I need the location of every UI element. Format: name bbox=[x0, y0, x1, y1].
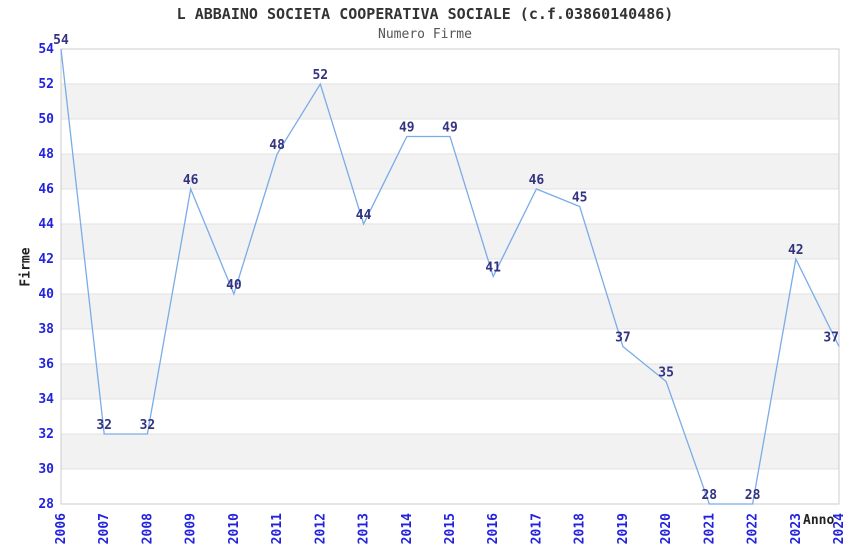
x-axis-title: Anno bbox=[803, 513, 835, 528]
svg-text:32: 32 bbox=[96, 418, 112, 433]
y-axis-title: Firme bbox=[18, 247, 34, 287]
svg-text:30: 30 bbox=[38, 462, 54, 477]
svg-text:40: 40 bbox=[226, 278, 242, 293]
svg-text:28: 28 bbox=[701, 488, 717, 503]
svg-text:2021: 2021 bbox=[702, 513, 717, 544]
svg-text:54: 54 bbox=[53, 33, 69, 48]
svg-text:2019: 2019 bbox=[616, 513, 631, 544]
svg-text:52: 52 bbox=[312, 68, 328, 83]
svg-text:2011: 2011 bbox=[270, 513, 285, 544]
svg-text:49: 49 bbox=[442, 121, 458, 136]
svg-text:2017: 2017 bbox=[529, 513, 544, 544]
svg-text:35: 35 bbox=[658, 366, 674, 381]
svg-text:2022: 2022 bbox=[746, 513, 761, 544]
svg-text:2016: 2016 bbox=[486, 513, 501, 544]
svg-text:48: 48 bbox=[38, 147, 54, 162]
svg-text:2015: 2015 bbox=[443, 513, 458, 544]
svg-text:37: 37 bbox=[615, 331, 631, 346]
chart-title: L ABBAINO SOCIETA COOPERATIVA SOCIALE (c… bbox=[176, 5, 674, 23]
svg-text:38: 38 bbox=[38, 322, 54, 337]
svg-text:2007: 2007 bbox=[97, 513, 112, 544]
svg-text:46: 46 bbox=[529, 173, 545, 188]
svg-text:42: 42 bbox=[788, 243, 804, 258]
svg-text:2010: 2010 bbox=[227, 513, 242, 544]
svg-text:2018: 2018 bbox=[573, 513, 588, 544]
svg-text:28: 28 bbox=[38, 497, 54, 512]
svg-text:32: 32 bbox=[140, 418, 156, 433]
svg-text:41: 41 bbox=[485, 261, 501, 276]
svg-text:2008: 2008 bbox=[140, 513, 155, 544]
svg-text:2024: 2024 bbox=[832, 513, 847, 544]
svg-text:36: 36 bbox=[38, 357, 54, 372]
svg-text:54: 54 bbox=[38, 42, 54, 57]
svg-text:2009: 2009 bbox=[184, 513, 199, 544]
svg-text:46: 46 bbox=[183, 173, 199, 188]
svg-text:45: 45 bbox=[572, 191, 588, 206]
svg-text:50: 50 bbox=[38, 112, 54, 127]
svg-text:2006: 2006 bbox=[54, 513, 69, 544]
svg-text:49: 49 bbox=[399, 121, 415, 136]
svg-text:32: 32 bbox=[38, 427, 54, 442]
svg-text:2014: 2014 bbox=[400, 513, 415, 544]
svg-text:2013: 2013 bbox=[357, 513, 372, 544]
svg-text:2020: 2020 bbox=[659, 513, 674, 544]
svg-text:44: 44 bbox=[38, 217, 54, 232]
svg-text:37: 37 bbox=[823, 331, 839, 346]
svg-text:34: 34 bbox=[38, 392, 54, 407]
svg-text:46: 46 bbox=[38, 182, 54, 197]
svg-text:42: 42 bbox=[38, 252, 54, 267]
svg-text:40: 40 bbox=[38, 287, 54, 302]
chart-subtitle: Numero Firme bbox=[378, 27, 472, 42]
svg-text:2023: 2023 bbox=[789, 513, 804, 544]
svg-text:48: 48 bbox=[269, 138, 285, 153]
svg-text:2012: 2012 bbox=[313, 513, 328, 544]
svg-text:44: 44 bbox=[356, 208, 372, 223]
svg-text:52: 52 bbox=[38, 77, 54, 92]
svg-text:28: 28 bbox=[745, 488, 761, 503]
